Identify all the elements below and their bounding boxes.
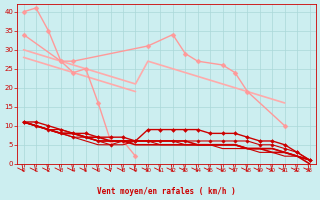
X-axis label: Vent moyen/en rafales ( km/h ): Vent moyen/en rafales ( km/h ) — [97, 187, 236, 196]
